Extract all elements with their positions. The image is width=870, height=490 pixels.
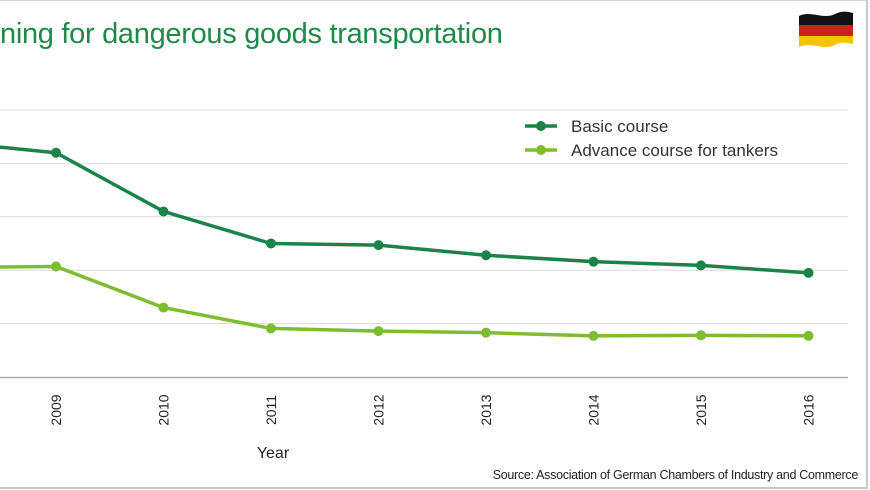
- x-tick-label: 2012: [371, 394, 387, 425]
- data-point: [266, 238, 276, 249]
- data-point: [588, 330, 599, 341]
- data-point: [803, 267, 814, 278]
- data-point: [51, 147, 61, 158]
- data-point: [481, 250, 491, 261]
- data-point: [51, 261, 61, 272]
- legend-marker-basic: [536, 121, 546, 131]
- series-advance: [0, 261, 814, 341]
- data-point: [588, 256, 599, 267]
- x-tick-label: 2015: [693, 394, 709, 425]
- legend: Basic course Advance course for tankers: [525, 117, 778, 160]
- x-tick-labels: 2009 2010 2011 2012 2013 2014 2015 2016: [48, 394, 817, 425]
- data-point: [158, 302, 169, 313]
- germany-flag-icon: [797, 10, 855, 55]
- data-point: [696, 260, 706, 271]
- x-tick-label: 2011: [263, 395, 279, 425]
- source-note: Source: Association of German Chambers o…: [492, 468, 859, 482]
- legend-item-advance: Advance course for tankers: [525, 141, 778, 160]
- gridlines: [0, 109, 848, 325]
- series-line: [0, 264, 809, 338]
- data-point: [373, 240, 384, 251]
- chart-title: ning for dangerous goods transportation: [0, 18, 503, 50]
- series-layer: [0, 145, 814, 341]
- legend-label-advance: Advance course for tankers: [571, 141, 778, 160]
- data-point: [803, 330, 814, 341]
- x-tick-label: 2010: [156, 394, 172, 425]
- data-point: [373, 326, 384, 337]
- series-line: [0, 145, 809, 275]
- x-axis-title: Year: [257, 445, 290, 462]
- data-point: [158, 206, 169, 217]
- legend-label-basic: Basic course: [571, 117, 668, 136]
- legend-marker-advance: [536, 145, 546, 155]
- legend-item-basic: Basic course: [525, 117, 668, 136]
- data-point: [266, 323, 276, 334]
- x-tick-label: 2014: [586, 394, 602, 425]
- x-tick-label: 2016: [801, 394, 817, 425]
- series-basic: [0, 145, 814, 278]
- x-tick-label: 2013: [478, 394, 494, 425]
- x-tick-label: 2009: [48, 394, 64, 425]
- data-point: [696, 330, 706, 341]
- data-point: [481, 327, 491, 338]
